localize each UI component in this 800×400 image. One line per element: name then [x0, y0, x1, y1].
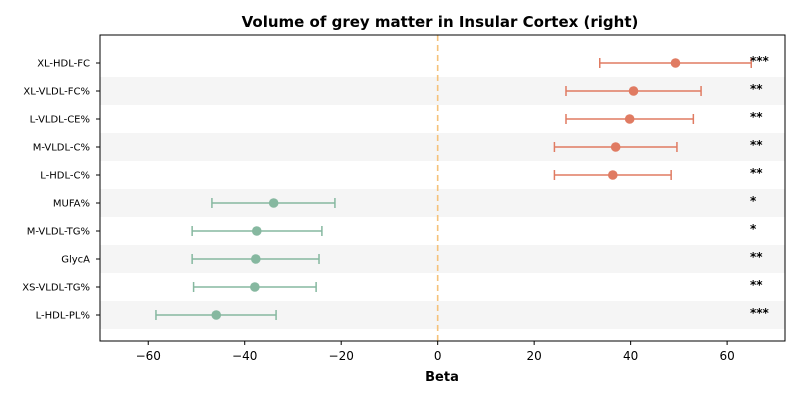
x-tick-label: 40	[623, 349, 638, 363]
y-tick-label: MUFA%	[53, 199, 90, 210]
significance-label: **	[750, 166, 763, 180]
y-tick-label: M-VLDL-C%	[33, 143, 90, 154]
significance-label: **	[750, 110, 763, 124]
forest-row: MUFA% *	[53, 194, 757, 210]
y-tick-label: M-VLDL-TG%	[27, 227, 90, 238]
forest-row: GlycA **	[61, 250, 763, 266]
significance-label: *	[750, 194, 757, 208]
x-axis-label: Beta	[425, 370, 459, 385]
y-tick-label: XL-VLDL-FC%	[23, 87, 90, 98]
beta-point	[624, 114, 635, 124]
significance-label: ***	[750, 54, 770, 68]
beta-point	[610, 142, 621, 152]
row-bands	[100, 77, 785, 329]
beta-point	[268, 198, 279, 208]
forest-row: XS-VLDL-TG% **	[22, 278, 763, 294]
y-tick-label: L-HDL-PL%	[36, 311, 90, 322]
significance-label: **	[750, 138, 763, 152]
x-tick-label: 0	[434, 349, 442, 363]
y-tick-label: GlycA	[61, 255, 90, 266]
beta-point	[211, 310, 222, 320]
significance-label: ***	[750, 306, 770, 320]
forest-row: M-VLDL-TG% *	[27, 222, 757, 238]
x-tick-label: 60	[719, 349, 734, 363]
row-band	[100, 133, 785, 161]
data-rows: XL-HDL-FC ***XL-VLDL-FC% **L-VLDL-CE% **M-V…	[22, 54, 769, 322]
x-tick-label: −20	[329, 349, 354, 363]
y-tick-label: L-HDL-C%	[40, 171, 90, 182]
forest-row: XL-HDL-FC ***	[37, 54, 769, 70]
x-tick-label: −60	[136, 349, 161, 363]
x-tick-label: 20	[527, 349, 542, 363]
axes: −60 −40 −20 0 20 40 60	[99, 34, 786, 363]
forest-row: M-VLDL-C% **	[33, 138, 764, 154]
forest-row: L-HDL-C% **	[40, 166, 763, 182]
chart-title: Volume of grey matter in Insular Cortex …	[242, 13, 639, 31]
beta-point	[251, 254, 261, 264]
forest-row: XL-VLDL-FC% **	[23, 82, 763, 98]
beta-point	[250, 282, 260, 292]
beta-point	[251, 226, 262, 236]
beta-point	[607, 170, 618, 180]
row-band	[100, 189, 785, 217]
x-tick-label: −40	[232, 349, 257, 363]
y-tick-label: L-VLDL-CE%	[30, 115, 90, 126]
significance-label: **	[750, 278, 763, 292]
forest-row: L-VLDL-CE% **	[30, 110, 764, 126]
significance-label: *	[750, 222, 757, 236]
beta-point	[628, 86, 639, 96]
forest-row: L-HDL-PL% ***	[36, 306, 770, 322]
y-tick-label: XS-VLDL-TG%	[22, 283, 90, 294]
significance-label: **	[750, 82, 763, 96]
significance-label: **	[750, 250, 763, 264]
y-tick-label: XL-HDL-FC	[37, 59, 90, 70]
plot-frame	[99, 34, 786, 342]
beta-point	[670, 58, 681, 68]
